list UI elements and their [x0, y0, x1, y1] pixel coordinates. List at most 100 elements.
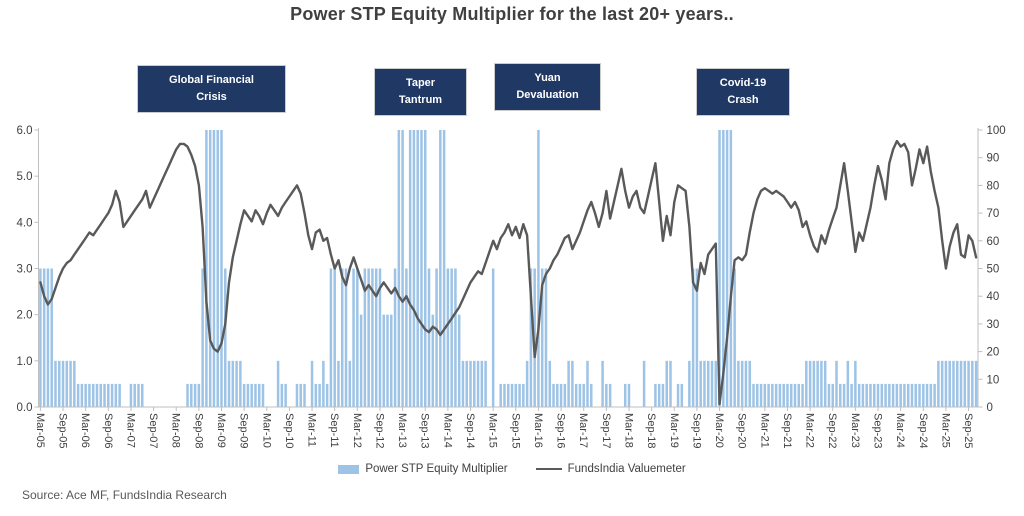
multiplier-bar	[318, 383, 321, 407]
multiplier-bar	[680, 383, 684, 407]
x-axis-tick-label: Mar-22	[804, 413, 816, 448]
multiplier-bar	[461, 360, 465, 407]
multiplier-bar	[657, 383, 661, 407]
legend-label-multiplier: Power STP Equity Multiplier	[365, 463, 508, 475]
multiplier-bar	[827, 383, 831, 407]
x-axis-tick-label: Sep-22	[826, 413, 838, 448]
multiplier-bar	[884, 383, 887, 407]
x-axis-tick-label: Mar-14	[441, 413, 453, 448]
multiplier-bar	[880, 383, 884, 407]
multiplier-bar	[367, 268, 370, 407]
multiplier-bar	[574, 383, 578, 407]
multiplier-bar	[423, 130, 427, 407]
multiplier-bar	[469, 360, 472, 407]
multiplier-bar	[435, 268, 438, 407]
multiplier-bar	[544, 268, 548, 407]
line-swatch-icon	[535, 467, 562, 471]
multiplier-bar	[944, 360, 948, 407]
multiplier-bar	[91, 383, 95, 407]
x-axis-tick-label: Mar-11	[306, 413, 318, 447]
x-axis-tick-label: Mar-09	[215, 413, 227, 448]
event-label-line2: Crash	[727, 94, 759, 106]
multiplier-bar	[359, 314, 363, 407]
multiplier-bar	[235, 360, 238, 407]
multiplier-bar	[910, 383, 914, 407]
axes	[38, 128, 982, 408]
multiplier-bar	[839, 383, 842, 407]
right-axis-tick-label: 10	[987, 374, 1000, 386]
valuemeter-line	[39, 139, 978, 406]
multiplier-bar	[601, 360, 604, 407]
multiplier-bar	[710, 360, 714, 407]
left-axis-tick-label: 6.0	[17, 125, 33, 137]
multiplier-bar	[948, 360, 951, 407]
left-axis-tick-label: 3.0	[17, 264, 33, 276]
multiplier-bar	[820, 360, 823, 407]
multiplier-bar	[510, 383, 514, 407]
x-axis-tick-label: Mar-06	[79, 413, 91, 448]
multiplier-bar	[129, 383, 133, 407]
multiplier-bar	[854, 360, 857, 407]
x-axis-tick-label: Sep-13	[419, 413, 431, 448]
x-axis-tick-label: Sep-07	[147, 413, 159, 448]
multiplier-bar	[654, 383, 657, 407]
multiplier-bar	[412, 130, 416, 407]
chart-title: Power STP Equity Multiplier for the last…	[290, 4, 734, 24]
right-axis-tick-label: 50	[987, 264, 1000, 276]
multiplier-bar	[590, 383, 593, 407]
x-axis-tick-label: Mar-08	[170, 413, 182, 448]
multiplier-bar	[216, 130, 219, 407]
x-axis-tick-label: Mar-10	[260, 413, 272, 448]
multiplier-bar	[971, 360, 974, 407]
multiplier-bar	[197, 383, 201, 407]
x-axis-tick-label: Sep-05	[57, 413, 69, 448]
multiplier-bar	[193, 383, 197, 407]
x-axis-tick-label: Sep-09	[238, 413, 250, 448]
multiplier-bar	[605, 383, 608, 407]
event-annotation-box: Covid-19 Crash	[696, 68, 790, 116]
multiplier-bar	[891, 383, 895, 407]
multiplier-bar	[963, 360, 967, 407]
x-axis-tick-label: Sep-16	[555, 413, 567, 448]
event-annotation-box: Taper Tantrum	[374, 68, 467, 116]
multiplier-bar	[227, 360, 231, 407]
multiplier-bar	[706, 360, 710, 407]
multiplier-bar	[725, 130, 729, 407]
multiplier-bar	[805, 360, 808, 407]
multiplier-bar	[401, 130, 404, 407]
multiplier-bar	[846, 360, 850, 407]
multiplier-bar	[99, 383, 103, 407]
multiplier-bar	[299, 383, 302, 407]
multiplier-bar	[224, 268, 227, 407]
multiplier-bar	[567, 360, 570, 407]
x-axis-tick-label: Sep-21	[781, 413, 793, 448]
multiplier-bar	[914, 383, 917, 407]
multiplier-bar	[748, 360, 751, 407]
multiplier-bar	[190, 383, 193, 407]
x-axis-tick-label: Sep-06	[102, 413, 114, 448]
multiplier-bar	[314, 383, 318, 407]
multiplier-bar	[525, 360, 529, 407]
multiplier-bar	[39, 268, 42, 407]
left-axis-tick-label: 1.0	[17, 356, 33, 368]
multiplier-bar	[688, 360, 691, 407]
x-axis-tick-label: Sep-19	[690, 413, 702, 448]
multiplier-bar	[608, 383, 612, 407]
multiplier-bar	[393, 268, 397, 407]
source-note: Source: Ace MF, FundsIndia Research	[22, 488, 227, 502]
multiplier-bar	[559, 383, 563, 407]
multiplier-bar	[586, 360, 589, 407]
event-label-line2: Crisis	[196, 91, 227, 103]
right-axis-tick-label: 70	[987, 208, 1000, 220]
multiplier-bar	[80, 383, 84, 407]
multiplier-bar	[665, 360, 668, 407]
right-axis-tick-label: 0	[987, 402, 993, 414]
multiplier-bar	[552, 383, 555, 407]
x-axis-tick-label: Mar-25	[939, 413, 951, 448]
multiplier-bar	[759, 383, 763, 407]
multiplier-bar	[922, 383, 925, 407]
event-label-line2: Devaluation	[516, 89, 579, 101]
multiplier-bar	[514, 383, 518, 407]
multiplier-bar	[54, 360, 57, 407]
